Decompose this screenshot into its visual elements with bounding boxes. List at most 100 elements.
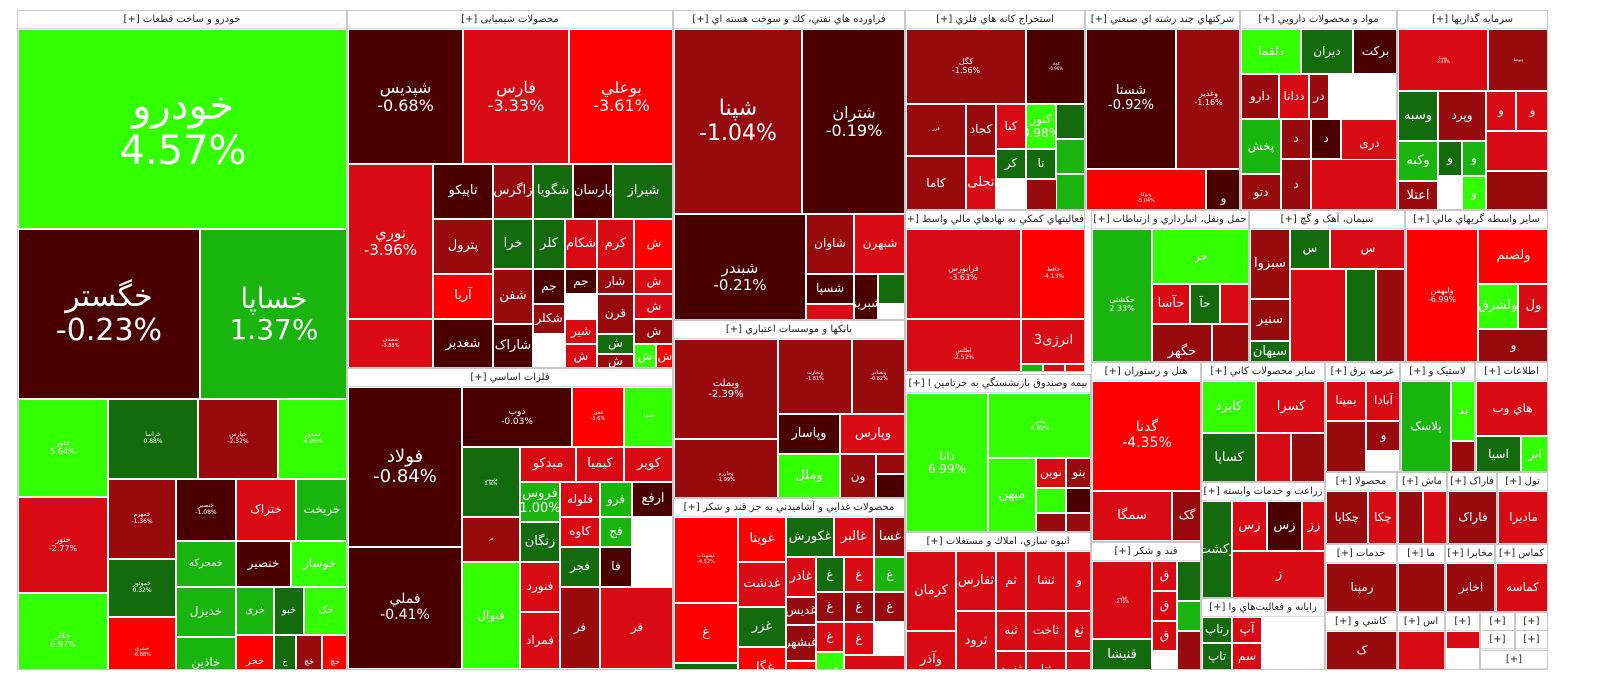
stock-tile-خمحور[interactable]: خمحور 4.96% xyxy=(278,399,346,479)
stock-tile-وتوصا[interactable]: وتوصا xyxy=(1488,29,1547,91)
sector-title[interactable]: [+] xyxy=(1481,631,1514,649)
stock-tile-برکت[interactable]: برکت xyxy=(1353,29,1396,74)
stock-tile-کگل[interactable]: کگل -1.56% xyxy=(906,29,1026,104)
stock-tile-ثفرد[interactable]: ثفرد xyxy=(996,651,1026,669)
stock-tile-آریا[interactable]: آریا xyxy=(433,274,493,319)
stock-tile-دیران[interactable]: دیران xyxy=(1301,29,1353,74)
stock-tile-item-22[interactable] xyxy=(786,661,816,669)
stock-tile-item-3[interactable] xyxy=(1256,433,1291,481)
stock-tile-دارو[interactable]: دارو xyxy=(1241,74,1279,119)
sector-title[interactable]: سایر واسطه گریهاي مالي [+] xyxy=(1406,211,1547,229)
stock-tile-غاذر[interactable]: غاذر xyxy=(786,557,816,597)
stock-tile-غ[interactable]: غ xyxy=(674,663,738,669)
stock-tile-ددانا[interactable]: ددانا xyxy=(1279,74,1309,119)
stock-tile-کلر[interactable]: کلر xyxy=(533,219,565,269)
stock-tile-زس[interactable]: زس xyxy=(1232,501,1267,551)
stock-tile-item-5[interactable] xyxy=(1036,488,1066,513)
stock-tile-ختور[interactable]: ختور -2.77% xyxy=(18,497,108,593)
sector-title[interactable]: [+] xyxy=(1516,613,1547,631)
stock-tile-کجاد[interactable]: کجاد xyxy=(966,104,996,156)
stock-tile-فنورد[interactable]: فنورد xyxy=(520,562,560,612)
stock-tile-ثغ[interactable]: ثغ xyxy=(1066,611,1090,651)
stock-tile-ز[interactable]: ز xyxy=(1232,551,1324,597)
stock-tile-گک[interactable]: گک xyxy=(1172,491,1200,541)
stock-tile-گدنا[interactable]: گدنا -4.35% xyxy=(1092,381,1200,491)
stock-tile-item-5[interactable] xyxy=(1177,561,1200,601)
stock-tile-خوساز[interactable]: خوساز xyxy=(291,541,346,587)
stock-tile-item-4[interactable] xyxy=(1021,364,1043,371)
stock-tile-وبصادر[interactable]: وبصادر -0.82% xyxy=(852,339,904,414)
sector-title[interactable]: ماش [+] xyxy=(1398,473,1446,491)
stock-tile-ق[interactable]: ق xyxy=(1152,591,1177,621)
stock-tile-غ[interactable]: غ xyxy=(874,557,904,592)
stock-tile-item-6[interactable] xyxy=(1177,601,1200,631)
stock-tile-در[interactable]: در xyxy=(1309,74,1329,119)
stock-tile-ثشا[interactable]: ثشا xyxy=(1026,551,1066,611)
stock-tile-کاوه[interactable]: کاوه xyxy=(560,517,600,547)
sector-title[interactable]: اطلاعات [+] xyxy=(1476,363,1547,381)
stock-tile-کچاد[interactable]: کچاد -0.96% xyxy=(1026,29,1084,104)
stock-tile-فزر[interactable]: فزر xyxy=(906,104,966,156)
stock-tile-کرم[interactable]: کرم xyxy=(597,219,634,269)
sector-title[interactable]: محصولا [+] xyxy=(1326,473,1396,491)
stock-tile-س[interactable]: س xyxy=(1290,229,1330,269)
stock-tile-فاسمین[interactable]: فاسمین 0.46% xyxy=(462,447,520,517)
sector-title[interactable]: تول [+] xyxy=(1498,473,1547,491)
sector-title[interactable]: شرکتهاي چند رشته اي صنعتي [+] xyxy=(1086,11,1239,29)
stock-tile-فجر[interactable]: فجر xyxy=(560,547,600,587)
sector-title[interactable]: محصولات شیمیایی [+] xyxy=(348,11,672,29)
sector-title[interactable]: استخراج کانه هاي فلزي [+] xyxy=(906,11,1084,29)
sector-title[interactable]: [+] xyxy=(1516,631,1547,649)
stock-tile-کبا[interactable]: کبا xyxy=(996,104,1026,149)
stock-tile-فلوله[interactable]: فلوله xyxy=(560,482,600,517)
stock-tile-شسپا[interactable]: شسپا xyxy=(806,274,854,304)
stock-tile-فر[interactable]: فر xyxy=(560,587,600,669)
stock-tile-ق[interactable]: ق xyxy=(1152,561,1177,591)
stock-tile-غکورش[interactable]: غکورش xyxy=(786,517,834,557)
stock-tile-item-7[interactable] xyxy=(878,274,904,304)
stock-tile-فا[interactable]: فا xyxy=(600,547,632,587)
stock-tile-item-8[interactable] xyxy=(1066,513,1090,531)
stock-tile-item-7[interactable] xyxy=(1036,513,1066,531)
stock-tile-شبندر[interactable]: شبندر -0.21% xyxy=(674,214,806,319)
stock-tile-سیهان[interactable]: سیهان xyxy=(1250,341,1290,361)
stock-tile-ختراک[interactable]: ختراک xyxy=(236,479,296,541)
stock-tile-شبهرن[interactable]: شبهرن xyxy=(854,214,904,274)
stock-tile-چکاپا[interactable]: چکاپا xyxy=(1326,491,1368,543)
sector-title[interactable]: اس [+] xyxy=(1398,613,1444,631)
stock-tile-وملل[interactable]: وملل xyxy=(778,454,840,497)
stock-tile-فرابورس[interactable]: فرابورس -3.63% xyxy=(906,229,1021,319)
stock-tile-ق[interactable]: ق xyxy=(1152,621,1177,651)
stock-tile-غپ[interactable]: غپ xyxy=(816,652,844,669)
stock-tile-حآسا[interactable]: حآسا xyxy=(1152,284,1190,324)
stock-tile-پخش[interactable]: پخش xyxy=(1241,119,1281,174)
stock-tile-ذوب[interactable]: ذوب -0.03% xyxy=(462,387,572,447)
stock-tile-سبزوا[interactable]: سبزوا xyxy=(1250,229,1290,299)
stock-tile-قنیشا[interactable]: قنیشا xyxy=(1092,639,1152,669)
stock-tile-کرمان[interactable]: کرمان xyxy=(906,551,956,631)
stock-tile-ارفع[interactable]: ارفع xyxy=(632,482,672,517)
stock-tile-وپارس[interactable]: وپارس xyxy=(840,414,904,454)
stock-tile-و[interactable]: و xyxy=(1478,329,1547,361)
stock-tile-ثاخت[interactable]: ثاخت xyxy=(1026,611,1066,651)
stock-tile-شصدف[interactable]: شصدف -3.88% xyxy=(348,319,433,367)
stock-tile-خمحرکه[interactable]: خمحرکه xyxy=(176,541,236,587)
stock-tile-چکا[interactable]: چکا xyxy=(1368,491,1396,543)
stock-tile-فمراد[interactable]: فمراد xyxy=(520,612,560,669)
stock-tile-بوعلي[interactable]: بوعلي -3.61% xyxy=(569,29,672,164)
sector-title[interactable]: خودرو و ساخت قطعات [+] xyxy=(18,11,346,29)
stock-tile-وکبه[interactable]: وکبه xyxy=(1398,141,1438,181)
stock-tile-فاراک[interactable]: فاراک xyxy=(1448,491,1496,543)
stock-tile-زکشت[interactable]: زکشت xyxy=(1202,501,1232,597)
stock-tile-ش[interactable]: ش xyxy=(597,334,634,354)
stock-tile-شفن[interactable]: شفن xyxy=(493,269,533,324)
stock-tile-پترول[interactable]: پترول xyxy=(433,219,493,274)
stock-tile-غزر[interactable]: غزر xyxy=(738,607,786,647)
stock-tile-item-6[interactable] xyxy=(1212,324,1248,361)
stock-tile-item-23[interactable] xyxy=(844,655,904,669)
stock-tile-پارسان[interactable]: پارسان xyxy=(573,164,613,219)
stock-tile-و[interactable]: و xyxy=(1516,91,1547,131)
stock-tile-شکام[interactable]: شکام xyxy=(565,219,597,269)
stock-tile-item-0[interactable] xyxy=(1398,631,1444,669)
stock-tile-فخوز[interactable]: فخوز -5.6% xyxy=(572,387,624,447)
